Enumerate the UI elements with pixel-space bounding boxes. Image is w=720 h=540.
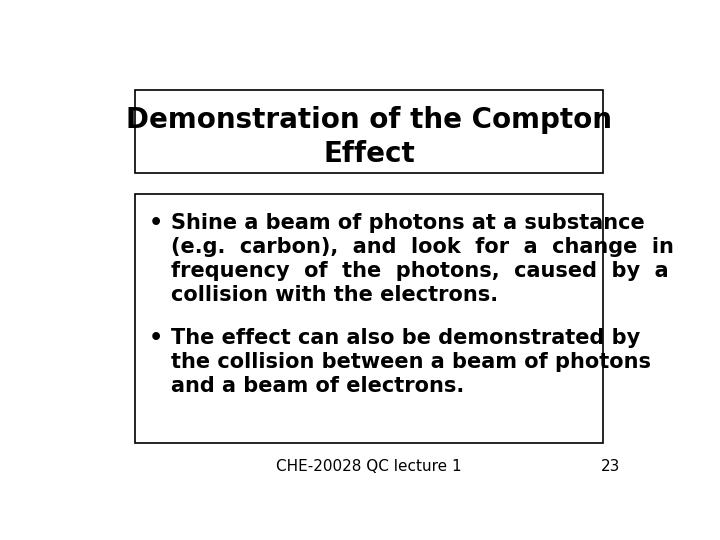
Text: Shine a beam of photons at a substance: Shine a beam of photons at a substance — [171, 213, 644, 233]
Text: •: • — [148, 213, 163, 233]
Text: •: • — [148, 328, 163, 348]
Text: The effect can also be demonstrated by: The effect can also be demonstrated by — [171, 328, 640, 348]
Text: the collision between a beam of photons: the collision between a beam of photons — [171, 352, 651, 372]
FancyBboxPatch shape — [135, 90, 603, 173]
Text: and a beam of electrons.: and a beam of electrons. — [171, 376, 464, 396]
Text: Effect: Effect — [323, 140, 415, 168]
Text: 23: 23 — [600, 460, 620, 474]
Text: (e.g.  carbon),  and  look  for  a  change  in: (e.g. carbon), and look for a change in — [171, 237, 674, 257]
Text: frequency  of  the  photons,  caused  by  a: frequency of the photons, caused by a — [171, 261, 669, 281]
Text: CHE-20028 QC lecture 1: CHE-20028 QC lecture 1 — [276, 460, 462, 474]
Text: collision with the electrons.: collision with the electrons. — [171, 285, 498, 305]
FancyBboxPatch shape — [135, 194, 603, 443]
Text: Demonstration of the Compton: Demonstration of the Compton — [126, 106, 612, 134]
